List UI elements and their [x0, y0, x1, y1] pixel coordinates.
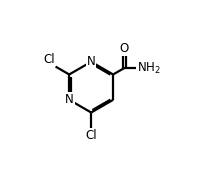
Text: N: N: [87, 55, 96, 68]
Text: NH$_2$: NH$_2$: [137, 60, 161, 75]
Text: O: O: [120, 42, 129, 55]
Text: Cl: Cl: [85, 129, 97, 142]
Text: Cl: Cl: [43, 53, 55, 66]
Text: N: N: [65, 93, 74, 106]
